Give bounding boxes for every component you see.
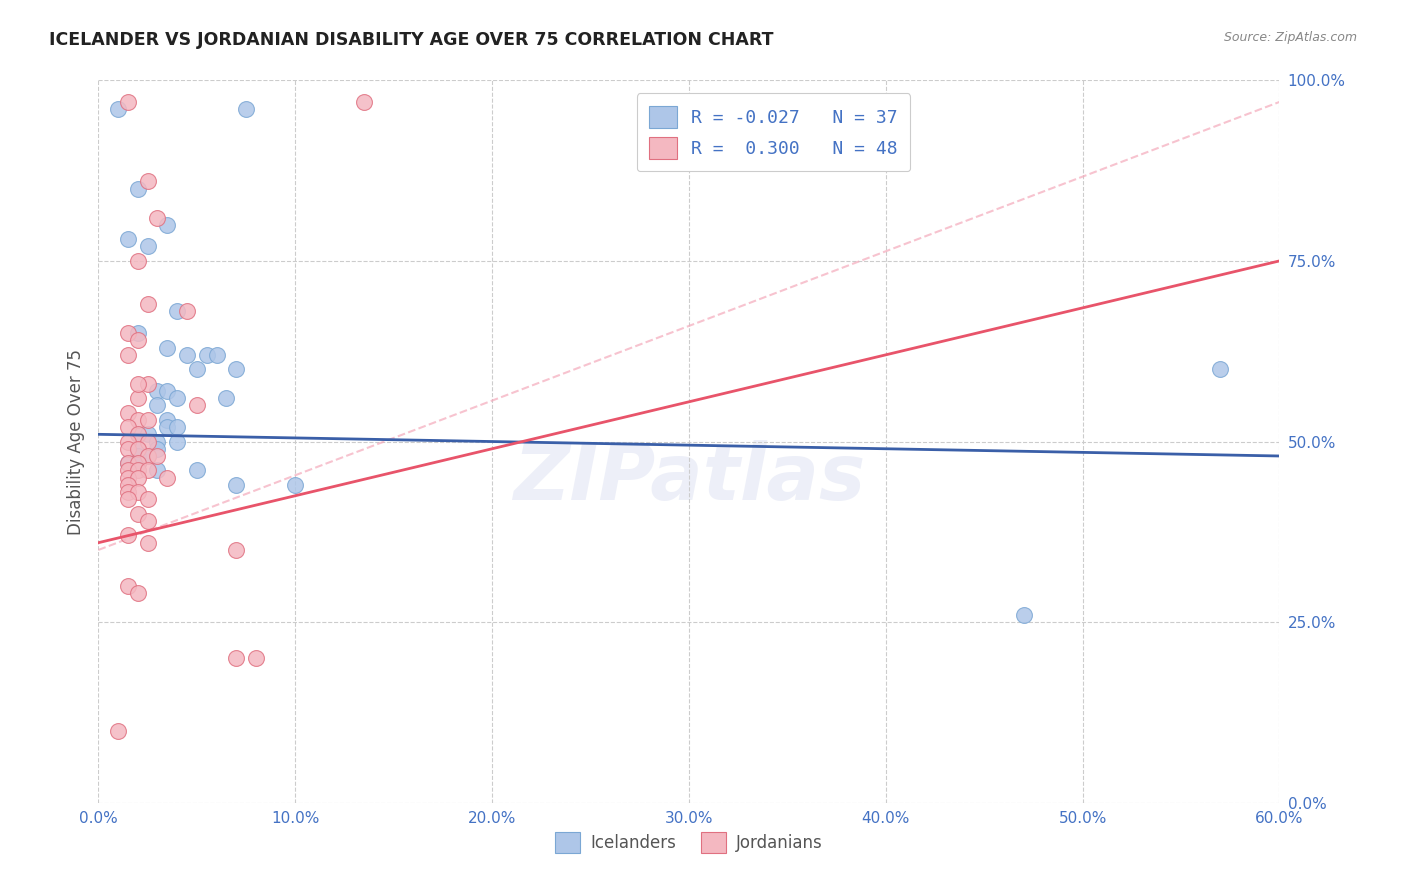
- Point: [146, 449, 169, 463]
- Point: [127, 471, 149, 485]
- Point: [156, 341, 179, 355]
- Point: [127, 456, 149, 470]
- Point: [225, 362, 247, 376]
- Point: [1209, 362, 1232, 376]
- Point: [156, 384, 179, 398]
- Point: [117, 463, 139, 477]
- Point: [1012, 607, 1035, 622]
- Point: [107, 102, 129, 116]
- Point: [146, 211, 169, 225]
- Point: [146, 442, 169, 456]
- Point: [127, 442, 149, 456]
- Point: [215, 391, 238, 405]
- Point: [166, 420, 188, 434]
- Point: [117, 434, 139, 449]
- Point: [166, 304, 188, 318]
- Point: [136, 297, 159, 311]
- Point: [136, 376, 159, 391]
- Point: [176, 304, 198, 318]
- Point: [127, 334, 149, 348]
- Point: [117, 579, 139, 593]
- Point: [117, 492, 139, 507]
- Point: [284, 478, 307, 492]
- Point: [117, 406, 139, 420]
- Point: [146, 463, 169, 477]
- Point: [117, 456, 139, 470]
- Point: [176, 348, 198, 362]
- Point: [156, 413, 179, 427]
- Point: [146, 398, 169, 412]
- Point: [136, 535, 159, 549]
- Point: [136, 239, 159, 253]
- Point: [127, 182, 149, 196]
- Point: [225, 651, 247, 665]
- Point: [127, 253, 149, 268]
- Point: [117, 442, 139, 456]
- Point: [235, 102, 257, 116]
- Point: [127, 456, 149, 470]
- Point: [136, 449, 159, 463]
- Point: [127, 507, 149, 521]
- Point: [117, 95, 139, 109]
- Point: [156, 471, 179, 485]
- Point: [186, 463, 208, 477]
- Y-axis label: Disability Age Over 75: Disability Age Over 75: [66, 349, 84, 534]
- Point: [136, 434, 159, 449]
- Point: [117, 348, 139, 362]
- Point: [127, 376, 149, 391]
- Point: [127, 485, 149, 500]
- Point: [127, 391, 149, 405]
- Point: [117, 528, 139, 542]
- Legend: Icelanders, Jordanians: Icelanders, Jordanians: [548, 826, 830, 860]
- Point: [107, 723, 129, 738]
- Point: [186, 362, 208, 376]
- Point: [166, 391, 188, 405]
- Point: [156, 218, 179, 232]
- Text: ZIPatlas: ZIPatlas: [513, 440, 865, 516]
- Point: [136, 413, 159, 427]
- Point: [136, 449, 159, 463]
- Point: [225, 478, 247, 492]
- Text: ICELANDER VS JORDANIAN DISABILITY AGE OVER 75 CORRELATION CHART: ICELANDER VS JORDANIAN DISABILITY AGE OV…: [49, 31, 773, 49]
- Point: [117, 326, 139, 341]
- Point: [117, 232, 139, 246]
- Point: [127, 442, 149, 456]
- Point: [127, 449, 149, 463]
- Point: [127, 463, 149, 477]
- Point: [205, 348, 228, 362]
- Point: [136, 174, 159, 188]
- Point: [127, 586, 149, 600]
- Point: [117, 420, 139, 434]
- Point: [136, 427, 159, 442]
- Point: [245, 651, 267, 665]
- Point: [186, 398, 208, 412]
- Point: [195, 348, 218, 362]
- Point: [117, 471, 139, 485]
- Point: [117, 478, 139, 492]
- Point: [146, 434, 169, 449]
- Point: [166, 434, 188, 449]
- Point: [136, 463, 159, 477]
- Point: [136, 492, 159, 507]
- Point: [225, 542, 247, 557]
- Point: [156, 420, 179, 434]
- Point: [117, 485, 139, 500]
- Point: [127, 326, 149, 341]
- Text: Source: ZipAtlas.com: Source: ZipAtlas.com: [1223, 31, 1357, 45]
- Point: [127, 413, 149, 427]
- Point: [117, 456, 139, 470]
- Point: [127, 427, 149, 442]
- Point: [136, 514, 159, 528]
- Point: [146, 384, 169, 398]
- Point: [127, 427, 149, 442]
- Point: [353, 95, 375, 109]
